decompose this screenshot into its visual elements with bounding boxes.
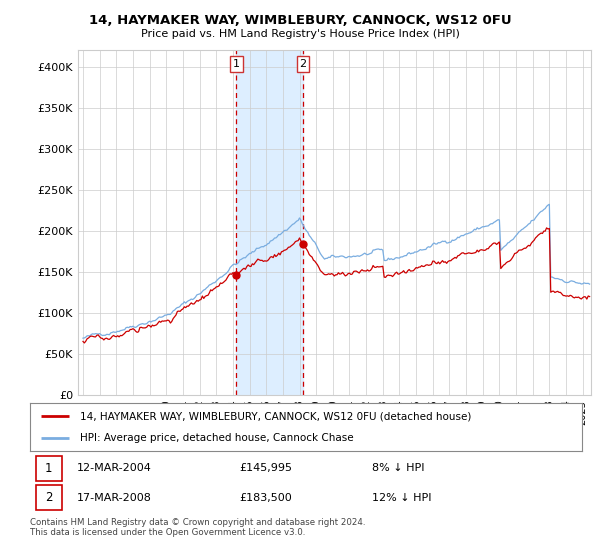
Text: £145,995: £145,995 (240, 463, 293, 473)
Text: Contains HM Land Registry data © Crown copyright and database right 2024.
This d: Contains HM Land Registry data © Crown c… (30, 518, 365, 538)
Text: 1: 1 (233, 59, 240, 69)
Text: 12-MAR-2004: 12-MAR-2004 (77, 463, 152, 473)
FancyBboxPatch shape (35, 486, 62, 510)
Text: 2: 2 (45, 491, 53, 504)
Text: 14, HAYMAKER WAY, WIMBLEBURY, CANNOCK, WS12 0FU (detached house): 14, HAYMAKER WAY, WIMBLEBURY, CANNOCK, W… (80, 411, 471, 421)
Text: £183,500: £183,500 (240, 493, 293, 503)
Text: 17-MAR-2008: 17-MAR-2008 (77, 493, 152, 503)
Bar (236, 50, 303, 395)
Text: HPI: Average price, detached house, Cannock Chase: HPI: Average price, detached house, Cann… (80, 433, 353, 443)
Text: 14, HAYMAKER WAY, WIMBLEBURY, CANNOCK, WS12 0FU: 14, HAYMAKER WAY, WIMBLEBURY, CANNOCK, W… (89, 14, 511, 27)
Text: Price paid vs. HM Land Registry's House Price Index (HPI): Price paid vs. HM Land Registry's House … (140, 29, 460, 39)
Text: 1: 1 (45, 462, 53, 475)
Text: 2: 2 (299, 59, 307, 69)
Text: 12% ↓ HPI: 12% ↓ HPI (372, 493, 432, 503)
Text: 8% ↓ HPI: 8% ↓ HPI (372, 463, 425, 473)
FancyBboxPatch shape (35, 456, 62, 480)
